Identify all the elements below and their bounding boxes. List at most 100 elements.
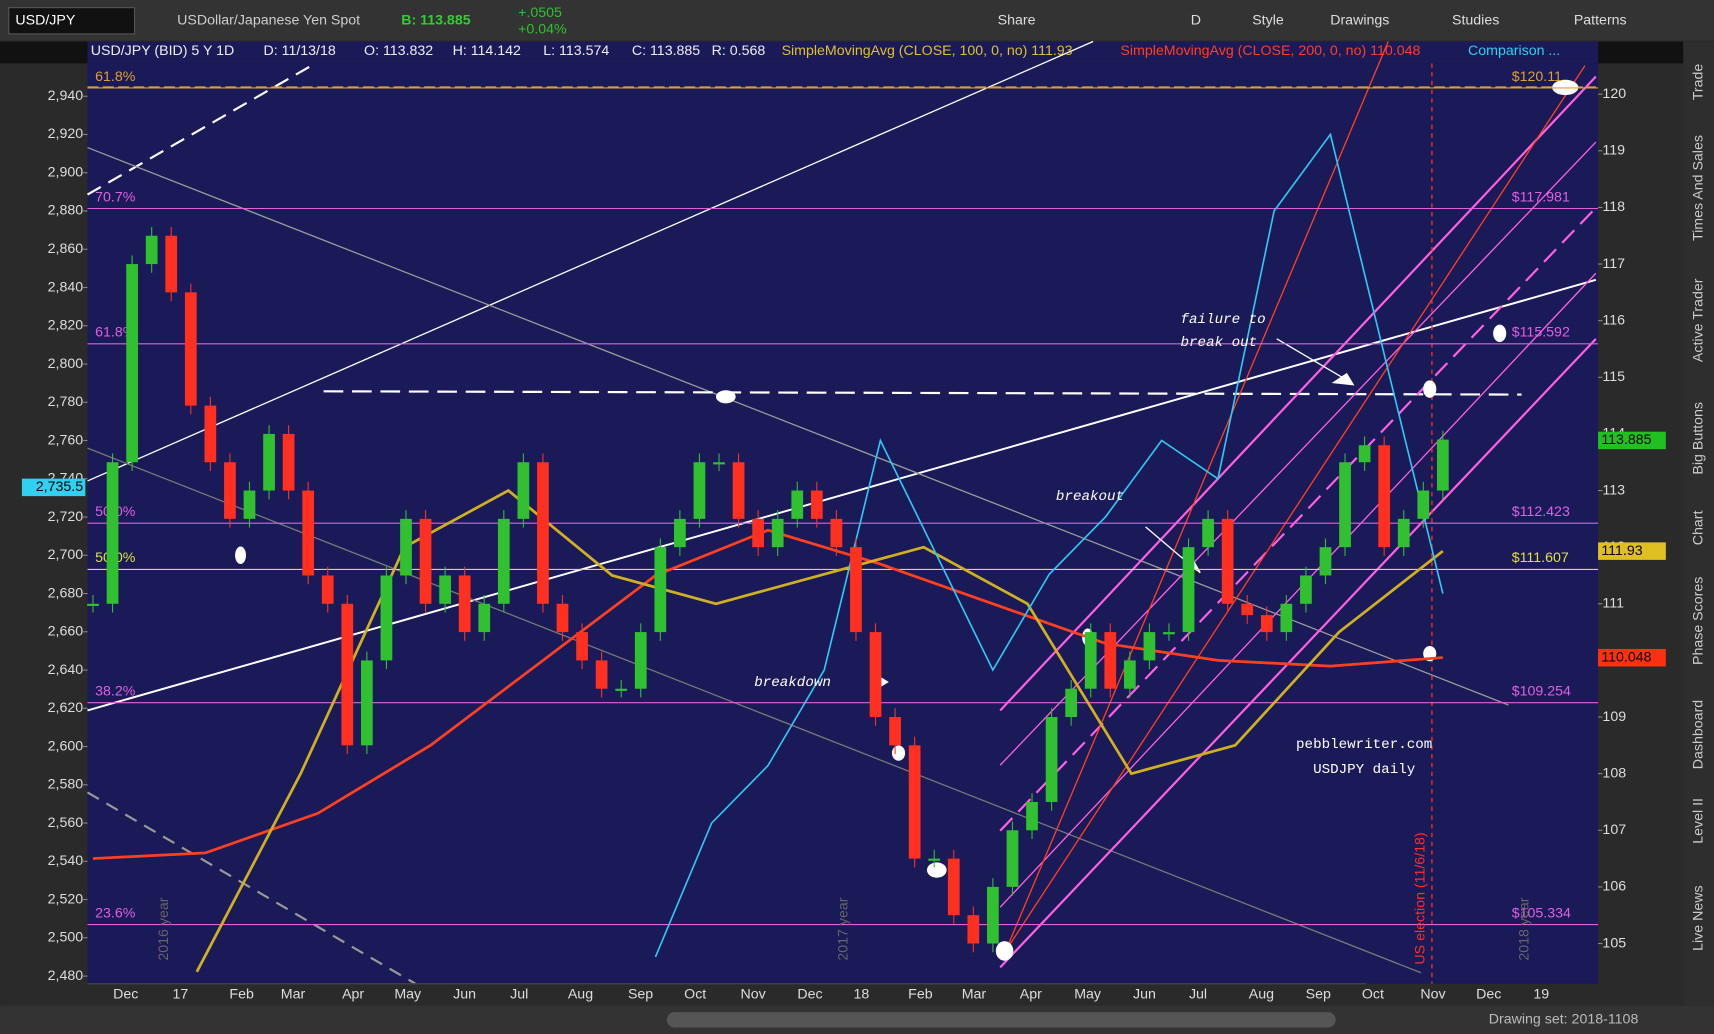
header-item: H: 114.142 [453,43,521,59]
candle [1104,632,1117,689]
candle [360,660,373,746]
annotation: US election (11/6/18) [1413,832,1429,964]
series-line [654,132,1444,958]
fib-pct: 61.8% [95,325,136,341]
toolbar-button[interactable]: Drawings [1330,13,1389,29]
sidebar-tab[interactable]: Level II [1690,798,1706,844]
y-tick-label: 106 [1602,879,1626,895]
y2-tick-label: 2,800 [48,356,84,372]
x-tick-label: Jun [453,986,476,1002]
y2-tick-label: 2,620 [48,700,84,716]
toolbar-button[interactable]: Share [998,13,1036,29]
candle [791,490,804,519]
candle [869,632,882,718]
x-tick-label: Aug [568,986,593,1002]
candle [693,462,706,519]
candle [1163,632,1175,635]
toolbar-button[interactable]: Patterns [1574,13,1627,29]
candle [908,745,921,859]
toolbar [0,0,1714,41]
candle [1436,439,1449,491]
y-tick-label: 109 [1602,709,1626,725]
y2-tick-label: 2,820 [48,318,84,334]
series-line [92,528,1443,860]
candle [1260,615,1273,633]
candle [302,490,315,576]
sidebar-tab[interactable]: Big Buttons [1690,402,1706,475]
x-tick-label: Sep [628,986,653,1002]
scrollbar[interactable] [666,1012,1336,1028]
y2-tick-label: 2,760 [48,432,84,448]
y2-tick-label: 2,880 [48,203,84,219]
sidebar-tab[interactable]: Active Trader [1690,278,1706,362]
y2-tick-label: 2,580 [48,777,84,793]
y2-tick-label: 2,920 [48,126,84,142]
drawing-set: Drawing set: 2018-1108 [1489,1012,1639,1028]
candle [1397,518,1410,548]
toolbar-button[interactable]: Style [1252,13,1284,29]
candle [1339,462,1351,548]
candle [1045,717,1058,802]
year-label: 2018 year [1517,897,1533,960]
candle [1280,603,1293,633]
y2-tick-label: 2,700 [48,547,84,563]
y2-tick-label: 2,640 [48,662,84,678]
sidebar-tab[interactable]: Chart [1690,511,1706,546]
plot-top [87,41,1599,64]
candle [810,490,823,519]
fib-price: $117.981 [1512,189,1570,205]
y2-tick-label: 2,900 [48,164,84,180]
x-tick-label: Jul [510,986,528,1002]
x-tick-label: Apr [342,986,364,1002]
candle [1358,445,1371,463]
candle [850,547,862,633]
header-item: O: 113.832 [364,43,433,59]
candle [497,518,510,604]
price-tag-label: 111.93 [1601,543,1642,559]
sidebar-tab[interactable]: Live News [1690,885,1706,950]
sidebar [1683,41,1714,1006]
candle [87,603,99,606]
y2-tag-label: 2,735.5 [36,479,83,495]
y2-tick-label: 2,940 [48,88,84,104]
sidebar-tab[interactable]: Dashboard [1690,700,1706,769]
price-tag [1598,648,1666,667]
y2-tick-label: 2,860 [48,241,84,257]
annotation: pebblewriter.com [1296,737,1432,753]
candle [713,462,725,465]
candle [1123,660,1136,689]
change-pct: +0.04% [518,21,567,37]
toolbar-button[interactable]: D [1191,13,1201,29]
x-tick-label: Oct [684,986,706,1002]
header-item: USD/JPY (BID) 5 Y 1D [91,43,235,59]
annotation: USDJPY daily [1313,762,1416,778]
y-tick-label: 119 [1602,143,1625,159]
x-tick-label: Dec [113,986,138,1002]
study-label: SimpleMovingAvg (CLOSE, 100, 0, no) 111.… [782,43,1073,59]
candle [458,575,471,633]
candle [1065,688,1078,718]
symbol-box[interactable] [8,7,136,35]
symbol[interactable]: USD/JPY [15,13,75,29]
y2-tick-label: 2,560 [48,815,84,831]
candle [1221,518,1234,604]
candle [1378,445,1391,548]
fib-pct: 70.7% [95,189,136,205]
sidebar-tab[interactable]: Times And Sales [1690,135,1706,241]
y2-tick-label: 2,840 [48,279,84,295]
x-tick-label: Nov [1420,986,1446,1002]
year-label: 2016 year [156,897,172,960]
candle [752,518,765,548]
study-label: Comparison ... [1468,43,1560,59]
candle [732,462,745,519]
candle [439,575,451,604]
price-tag-label: 113.885 [1601,432,1651,448]
y-tick-label: 117 [1602,256,1625,272]
x-tick-label: Feb [229,986,254,1002]
sidebar-tab[interactable]: Trade [1690,64,1706,101]
sidebar-tab[interactable]: Phase Scores [1690,577,1706,665]
y2-tag [21,478,86,497]
toolbar-button[interactable]: Studies [1452,13,1499,29]
x-tick-label: Jul [1189,986,1207,1002]
